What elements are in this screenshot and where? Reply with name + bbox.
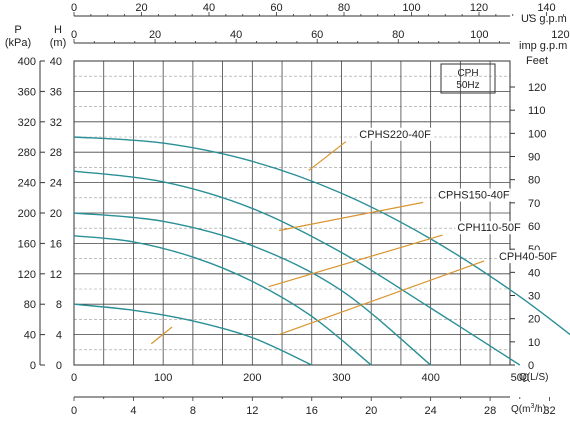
q-m3h-tick-label: 28: [484, 405, 496, 417]
imp-gpm-tick-label: 40: [230, 29, 242, 41]
feet-axis-label: Feet: [526, 55, 548, 67]
head-axis-label: H: [54, 24, 62, 36]
head-tick-label: 32: [50, 117, 62, 129]
us-gpm-tick-label: 0: [71, 2, 77, 14]
head-tick-label: 36: [50, 86, 62, 98]
q-m3h-axis-label: Q(m3/h): [511, 403, 546, 415]
us-gpm-tick-label: 80: [338, 2, 350, 14]
legend-frequency-text: 50Hz: [456, 80, 479, 91]
imp-gpm-tick-label: 20: [149, 29, 161, 41]
pump-curve-cphs150-40f: [73, 170, 521, 366]
feet-tick-label: 110: [528, 105, 546, 117]
pump-curve-cph110-50f: [73, 212, 432, 366]
pressure-tick-label: 280: [18, 147, 36, 159]
head-tick-label: 12: [50, 269, 62, 281]
head-tick-label: 20: [50, 208, 62, 220]
annotation-leader-line: [268, 234, 443, 288]
pressure-tick-label: 160: [18, 238, 36, 250]
feet-tick-label: 30: [528, 291, 540, 303]
pump-curve-unlabeled: [73, 303, 313, 366]
feet-tick-label: 20: [528, 314, 540, 326]
annotation-label: CPH40-50F: [499, 251, 557, 263]
q-m3h-tick-label: 20: [365, 405, 377, 417]
feet-tick-label: 120: [528, 82, 546, 94]
imp-gpm-tick-label: 100: [470, 29, 488, 41]
us-gpm-axis-label: US g.p.m: [521, 13, 567, 25]
annotation-label: CPHS220-40F: [359, 129, 431, 141]
feet-tick-label: 80: [528, 175, 540, 187]
pressure-tick-label: 120: [18, 269, 36, 281]
annotation-label-bg: [496, 250, 559, 264]
q-ls-tick-label: 0: [71, 372, 77, 384]
q-ls-tick-label: 100: [154, 372, 172, 384]
annotation-label-bg: [455, 221, 524, 235]
annotation-leader-line: [150, 326, 173, 345]
head-tick-label: 24: [50, 178, 62, 190]
annotation-label: CPH110-50F: [457, 222, 521, 234]
us-gpm-tick-label: 140: [537, 2, 555, 14]
pressure-tick-label: 400: [18, 56, 36, 68]
q-ls-tick-label: 400: [421, 372, 439, 384]
us-gpm-tick-label: 20: [135, 2, 147, 14]
pump-curve-cph40-50f: [73, 235, 372, 366]
q-ls-tick-label: 200: [243, 372, 261, 384]
feet-tick-label: 40: [528, 267, 540, 279]
head-axis-unit: (m): [50, 37, 67, 49]
pressure-tick-label: 360: [18, 86, 36, 98]
legend-model-text: CPH: [457, 68, 478, 79]
pressure-tick-label: 0: [30, 360, 36, 372]
q-ls-axis-label: Q(L/S): [519, 372, 548, 383]
pump-curve-cphs220-40f: [73, 136, 570, 336]
feet-tick-label: 90: [528, 152, 540, 164]
q-m3h-tick-label: 0: [71, 405, 77, 417]
q-ls-tick-label: 300: [332, 372, 350, 384]
pressure-tick-label: 320: [18, 117, 36, 129]
pressure-axis-label: P: [14, 24, 21, 36]
us-gpm-tick-label: 100: [402, 2, 420, 14]
pressure-tick-label: 40: [24, 330, 36, 342]
q-ls-tick-label: 500: [511, 372, 529, 384]
imp-gpm-tick-label: 80: [392, 29, 404, 41]
annotation-label: CPHS150-40F: [438, 190, 510, 202]
feet-tick-label: 60: [528, 221, 540, 233]
feet-tick-label: 10: [528, 337, 540, 349]
chart-dynamic-layer: 0408012016020024028032036040004812162024…: [18, 2, 570, 417]
pressure-tick-label: 240: [18, 178, 36, 190]
legend-box: [440, 63, 496, 94]
annotation-label-bg: [357, 127, 432, 141]
pressure-tick-label: 80: [24, 299, 36, 311]
imp-gpm-tick-label: 60: [311, 29, 323, 41]
annotation-leader-line: [278, 201, 424, 232]
head-tick-label: 4: [56, 330, 62, 342]
q-m3h-tick-label: 4: [130, 405, 136, 417]
q-m3h-tick-label: 12: [246, 405, 258, 417]
feet-tick-label: 70: [528, 198, 540, 210]
feet-tick-label: 100: [528, 128, 546, 140]
q-m3h-tick-label: 24: [425, 405, 437, 417]
annotation-leader-line: [308, 141, 347, 171]
head-tick-label: 28: [50, 147, 62, 159]
q-m3h-tick-label: 16: [306, 405, 318, 417]
pressure-axis-unit: (kPa): [5, 37, 31, 49]
head-tick-label: 16: [50, 238, 62, 250]
head-tick-label: 8: [56, 299, 62, 311]
head-tick-label: 0: [56, 360, 62, 372]
us-gpm-tick-label: 120: [470, 2, 488, 14]
annotation-label-bg: [436, 188, 511, 202]
annotation-leader-line: [278, 260, 485, 336]
imp-gpm-tick-label: 120: [551, 29, 569, 41]
feet-tick-label: 0: [528, 360, 534, 372]
pressure-tick-label: 200: [18, 208, 36, 220]
q-m3h-tick-label: 8: [190, 405, 196, 417]
imp-gpm-tick-label: 0: [71, 29, 77, 41]
us-gpm-tick-label: 60: [270, 2, 282, 14]
us-gpm-tick-label: 40: [203, 2, 215, 14]
imp-gpm-axis-label: imp g.p.m: [519, 40, 567, 52]
q-m3h-tick-label: 32: [543, 405, 555, 417]
head-tick-label: 40: [50, 56, 62, 68]
